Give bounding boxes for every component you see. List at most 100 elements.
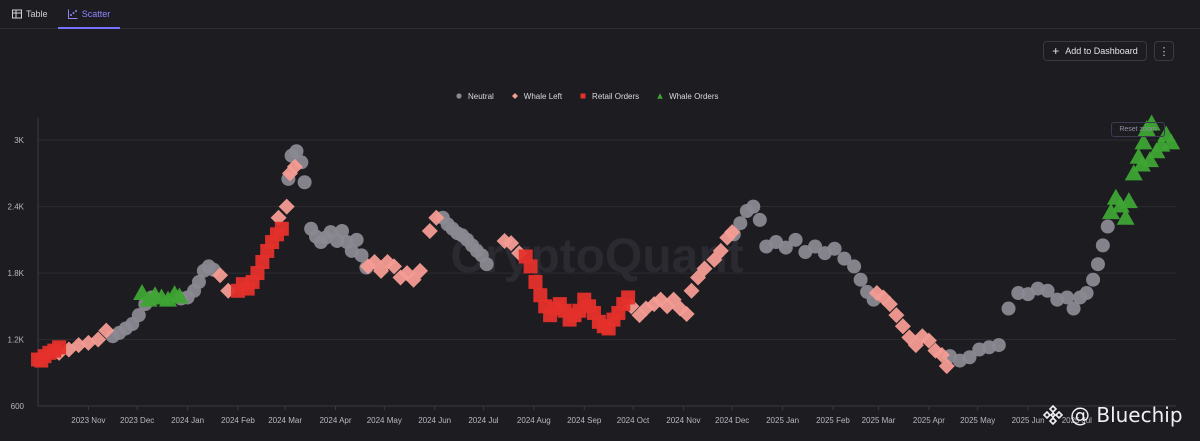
retail-orders-point[interactable] xyxy=(523,259,538,274)
retail-orders-point[interactable] xyxy=(52,340,67,355)
whale-orders-point[interactable] xyxy=(1134,133,1153,150)
neutral-point[interactable] xyxy=(733,216,748,231)
whale-left-point[interactable] xyxy=(212,267,229,284)
x-tick-label: 2024 Feb xyxy=(221,416,255,425)
neutral-point[interactable] xyxy=(752,212,767,227)
whale-left-point[interactable] xyxy=(286,158,303,175)
view-tabs: Table Scatter xyxy=(0,0,1200,29)
whale-left-point[interactable] xyxy=(888,307,905,324)
x-tick-label: 2023 Dec xyxy=(120,416,154,425)
watermark-brand-text: @ Bluechip xyxy=(1070,403,1183,427)
more-options-button[interactable]: ⋮ xyxy=(1154,41,1174,61)
legend-item-whale-left[interactable]: Whale Left xyxy=(511,92,562,101)
neutral-point[interactable] xyxy=(1086,272,1101,287)
whale-left-point[interactable] xyxy=(421,222,438,239)
neutral-point[interactable] xyxy=(827,241,842,256)
neutral-point[interactable] xyxy=(837,251,852,266)
whale-orders-point[interactable] xyxy=(1124,164,1143,181)
x-tick-label: 2023 Nov xyxy=(71,416,105,425)
whale-orders-point[interactable] xyxy=(1116,208,1135,225)
neutral-point[interactable] xyxy=(1100,219,1115,234)
whale-left-point[interactable] xyxy=(98,322,115,339)
neutral-point[interactable] xyxy=(1001,301,1016,316)
binance-logo-icon xyxy=(1042,404,1064,426)
neutral-point[interactable] xyxy=(297,175,312,190)
series-whale-orders xyxy=(133,114,1181,307)
whale-orders-point[interactable] xyxy=(1132,155,1151,172)
whale-orders-point[interactable] xyxy=(170,287,189,304)
whale-left-point[interactable] xyxy=(428,209,445,226)
neutral-point[interactable] xyxy=(1060,290,1075,305)
whale-left-point[interactable] xyxy=(938,358,955,375)
x-tick-label: 2024 Aug xyxy=(517,416,551,425)
y-tick-label: 600 xyxy=(11,402,25,411)
neutral-point[interactable] xyxy=(191,274,206,289)
neutral-point[interactable] xyxy=(1040,283,1055,298)
whale-orders-point[interactable] xyxy=(1162,133,1181,150)
neutral-point[interactable] xyxy=(962,350,977,365)
neutral-point[interactable] xyxy=(847,259,862,274)
legend-item-whale-orders[interactable]: Whale Orders xyxy=(657,92,719,101)
whale-orders-point[interactable] xyxy=(1119,192,1138,209)
retail-orders-point[interactable] xyxy=(274,221,289,236)
y-tick-label: 2.4K xyxy=(8,203,25,212)
whale-left-point[interactable] xyxy=(712,242,729,259)
neutral-point[interactable] xyxy=(335,223,350,238)
neutral-point[interactable] xyxy=(1066,301,1081,316)
neutral-point[interactable] xyxy=(131,308,146,323)
legend-item-neutral[interactable]: Neutral xyxy=(456,92,494,101)
x-tick-label: 2024 Jan xyxy=(171,416,204,425)
whale-left-point[interactable] xyxy=(412,262,429,279)
tab-scatter[interactable]: Scatter xyxy=(58,0,120,29)
whale-orders-point[interactable] xyxy=(1101,203,1120,220)
retail-orders-point[interactable] xyxy=(250,266,265,281)
whale-left-point[interactable] xyxy=(881,296,898,313)
whale-left-point[interactable] xyxy=(503,235,520,252)
whale-left-point[interactable] xyxy=(90,331,107,348)
whale-left-point[interactable] xyxy=(278,198,295,215)
x-tick-label: 2025 Apr xyxy=(913,416,945,425)
neutral-point[interactable] xyxy=(1079,286,1094,301)
x-tick-label: 2025 May xyxy=(960,416,995,425)
neutral-point[interactable] xyxy=(354,248,369,263)
y-tick-label: 1.2K xyxy=(8,336,25,345)
reset-zoom-button[interactable]: Reset zoom xyxy=(1111,122,1165,137)
tab-table[interactable]: Table xyxy=(12,0,48,27)
whale-left-point[interactable] xyxy=(386,258,403,275)
neutral-point[interactable] xyxy=(808,239,823,254)
whale-left-point[interactable] xyxy=(894,318,911,335)
neutral-point[interactable] xyxy=(746,199,761,214)
retail-orders-point[interactable] xyxy=(528,274,543,289)
whale-orders-point[interactable] xyxy=(1140,151,1159,168)
series-neutral xyxy=(105,144,1115,368)
x-tick-label: 2024 Jul xyxy=(468,416,498,425)
whale-left-point[interactable] xyxy=(496,232,513,249)
add-to-dashboard-button[interactable]: + Add to Dashboard xyxy=(1043,41,1147,61)
neutral-point[interactable] xyxy=(991,338,1006,353)
neutral-point[interactable] xyxy=(479,257,494,272)
x-tick-label: 2024 Mar xyxy=(268,416,302,425)
retail-orders-point[interactable] xyxy=(533,288,548,303)
neutral-point[interactable] xyxy=(853,272,868,287)
whale-left-point[interactable] xyxy=(724,224,741,241)
legend-item-retail-orders[interactable]: Retail Orders xyxy=(580,92,639,101)
neutral-point[interactable] xyxy=(778,240,793,255)
neutral-point[interactable] xyxy=(788,232,803,247)
whale-left-point[interactable] xyxy=(920,332,937,349)
x-tick-label: 2025 Jul xyxy=(1062,416,1092,425)
chart-legend: Neutral Whale Left Retail Orders Whale O… xyxy=(456,90,719,102)
neutral-point[interactable] xyxy=(289,144,304,159)
retail-orders-point[interactable] xyxy=(255,255,270,269)
neutral-point[interactable] xyxy=(1095,238,1110,253)
whale-left-point[interactable] xyxy=(678,306,695,323)
whale-orders-point[interactable] xyxy=(1111,196,1130,213)
whale-left-point[interactable] xyxy=(683,282,700,299)
neutral-point[interactable] xyxy=(1090,257,1105,272)
x-tick-label: 2024 Oct xyxy=(617,416,650,425)
neutral-point[interactable] xyxy=(349,232,364,247)
whale-left-point[interactable] xyxy=(270,209,287,226)
whale-left-point[interactable] xyxy=(696,260,713,277)
y-tick-label: 1.8K xyxy=(8,269,25,278)
retail-orders-point[interactable] xyxy=(621,290,636,305)
